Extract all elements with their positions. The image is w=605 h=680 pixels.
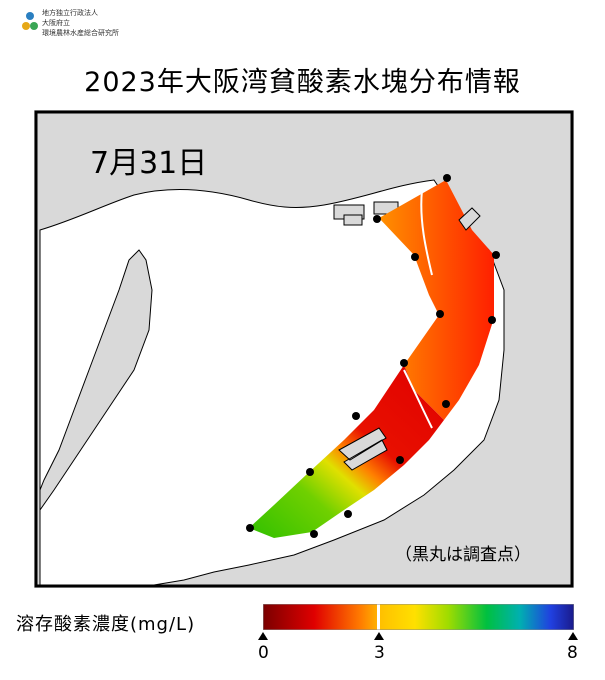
osaka-bay-map — [34, 110, 574, 588]
survey-point — [306, 468, 314, 476]
institute-line-2: 大阪府立 — [42, 19, 70, 27]
survey-point — [443, 174, 451, 182]
survey-point — [492, 251, 500, 259]
tick-marker — [258, 632, 268, 640]
survey-point-note: （黒丸は調査点） — [395, 545, 531, 565]
sea-area — [39, 179, 505, 586]
map-frame — [34, 110, 574, 588]
survey-point — [310, 530, 318, 538]
awaji-island — [39, 249, 153, 512]
map-canvas — [34, 110, 574, 588]
legend-tick-marks — [258, 632, 578, 640]
survey-point — [442, 400, 450, 408]
survey-point — [400, 359, 408, 367]
contour-3mgL — [403, 369, 433, 429]
do-distribution-upper — [379, 180, 494, 420]
artificial-island — [458, 207, 481, 231]
survey-point — [352, 412, 360, 420]
contour-3mgL — [420, 189, 433, 276]
legend-tick-0: 0 — [258, 643, 269, 663]
port-island — [343, 214, 363, 226]
legend-low-range — [263, 604, 377, 630]
legend-color-bar — [263, 604, 574, 630]
institute-line-1: 地方独立行政法人 — [42, 9, 98, 17]
legend-tick-8: 8 — [567, 643, 578, 663]
tick-marker — [374, 632, 384, 640]
survey-point — [246, 524, 254, 532]
institute-logo-icon — [22, 12, 38, 30]
survey-point — [396, 456, 404, 464]
institute-logo: 地方独立行政法人 大阪府立 環境農林水産総合研究所 — [22, 8, 162, 42]
legend-label: 溶存酸素濃度(mg/L) — [16, 614, 196, 635]
institute-line-3: 環境農林水産総合研究所 — [42, 29, 119, 37]
survey-point — [488, 316, 496, 324]
survey-point — [436, 310, 444, 318]
tick-marker — [568, 632, 578, 640]
date-label: 7月31日 — [90, 146, 208, 181]
survey-points — [246, 174, 500, 538]
survey-point — [373, 215, 381, 223]
institute-name: 地方独立行政法人 大阪府立 環境農林水産総合研究所 — [42, 8, 119, 38]
page-title: 2023年大阪湾貧酸素水塊分布情報 — [84, 67, 521, 98]
survey-point — [344, 510, 352, 518]
kansai-airport — [338, 427, 388, 471]
legend-high-range — [380, 604, 574, 630]
legend-tick-3: 3 — [374, 643, 385, 663]
survey-point — [411, 253, 419, 261]
